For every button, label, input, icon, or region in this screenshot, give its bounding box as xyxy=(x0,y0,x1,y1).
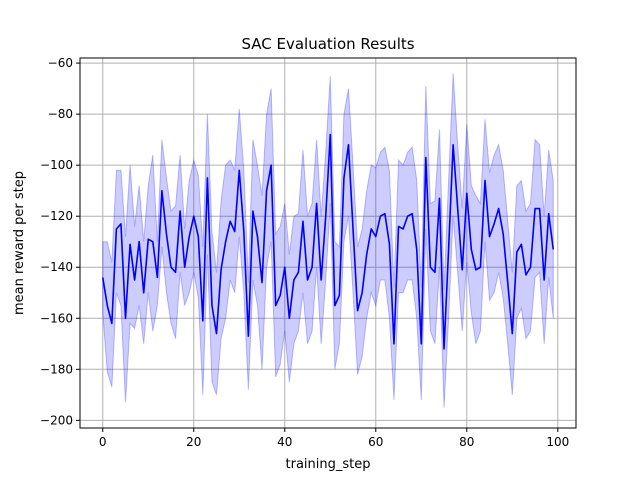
x-tick-label: 0 xyxy=(99,435,107,449)
y-tick-label: −80 xyxy=(48,107,73,121)
confidence-band xyxy=(102,73,554,408)
y-axis-label: mean reward per step xyxy=(12,171,27,315)
plot-frame xyxy=(79,57,577,429)
y-tick-label: −120 xyxy=(40,209,73,223)
x-axis-label: training_step xyxy=(286,457,371,472)
y-tick-label: −180 xyxy=(40,362,73,376)
y-tick-label: −200 xyxy=(40,413,73,427)
gridlines xyxy=(80,58,576,428)
confidence-band-area xyxy=(102,73,554,408)
x-tick-label: 80 xyxy=(459,435,474,449)
x-tick-label: 100 xyxy=(546,435,569,449)
mean-reward-line xyxy=(101,133,555,350)
x-axis-ticks: 0 20 40 60 80 100 xyxy=(99,428,569,449)
y-tick-label: −140 xyxy=(40,260,73,274)
y-axis-ticks: −200 −180 −160 −140 −120 −100 −80 −60 xyxy=(40,56,80,427)
y-tick-label: −160 xyxy=(40,311,73,325)
mean-reward-series xyxy=(101,133,555,350)
x-tick-label: 20 xyxy=(186,435,201,449)
y-tick-label: −60 xyxy=(48,56,73,70)
x-tick-label: 60 xyxy=(368,435,383,449)
chart-title: SAC Evaluation Results xyxy=(241,35,414,53)
x-tick-label: 40 xyxy=(277,435,292,449)
y-tick-label: −100 xyxy=(40,158,73,172)
